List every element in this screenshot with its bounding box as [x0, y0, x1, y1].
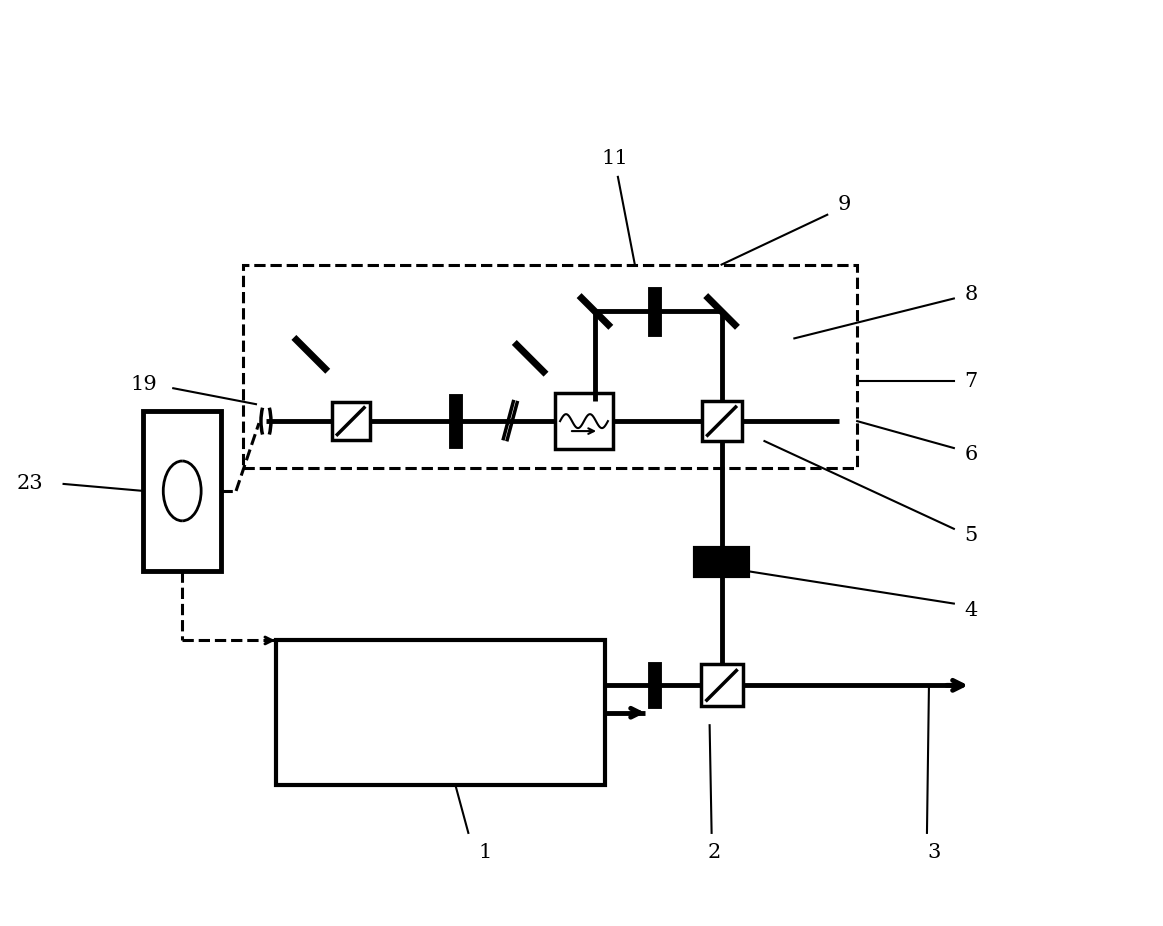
Bar [331, 402, 370, 440]
Bar [451, 396, 459, 446]
Bar [701, 401, 742, 441]
Text: 23: 23 [16, 474, 43, 494]
Text: 1: 1 [479, 844, 492, 862]
Text: 6: 6 [964, 444, 977, 464]
Text: 11: 11 [601, 149, 628, 169]
Bar [700, 664, 742, 707]
Bar [276, 641, 605, 785]
Text: 8: 8 [964, 285, 977, 304]
Bar [555, 394, 613, 449]
Text: 4: 4 [964, 601, 977, 620]
Text: 19: 19 [130, 375, 157, 394]
Text: 7: 7 [964, 371, 977, 391]
Bar [694, 548, 749, 576]
Text: 9: 9 [837, 195, 851, 214]
Text: 3: 3 [927, 844, 941, 862]
Bar [650, 664, 659, 707]
Text: 5: 5 [964, 526, 977, 545]
Bar [243, 265, 857, 468]
Bar [650, 289, 659, 334]
Bar [143, 411, 221, 570]
Text: 2: 2 [708, 844, 721, 862]
